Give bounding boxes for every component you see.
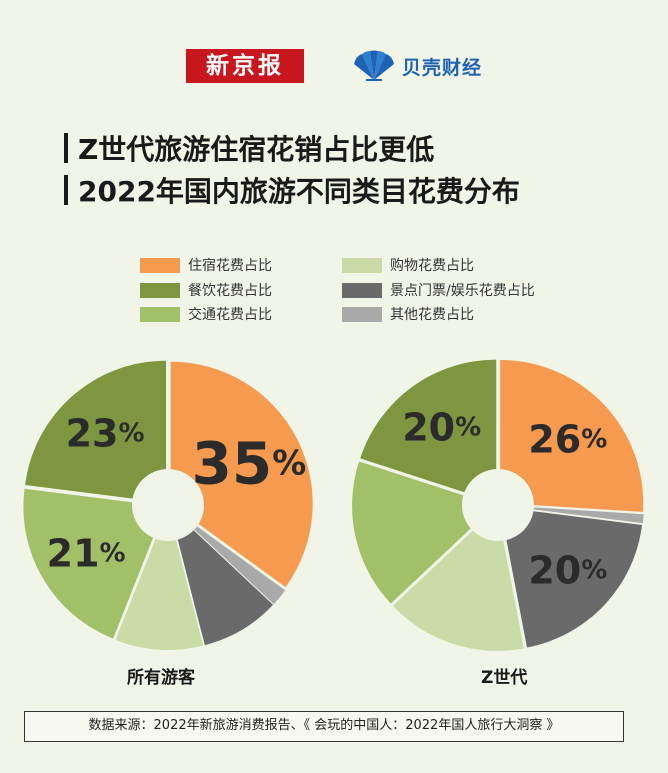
slice-label: 23%: [66, 412, 145, 456]
pie-caption-all: 所有游客: [127, 668, 195, 688]
legend-label: 景点门票/娱乐花费占比: [390, 283, 535, 299]
xinjingbao-logo-text: 新京报: [206, 52, 284, 79]
pie-slice: [169, 507, 274, 646]
page-title: Z世代旅游住宿花销占比更低: [64, 128, 434, 168]
legend-swatch: [140, 257, 180, 273]
legend-item-lodging: 住宿花费占比: [140, 256, 272, 274]
pie-hole: [132, 469, 204, 541]
legend-swatch: [342, 282, 382, 298]
title-bar: [64, 133, 68, 163]
legend-label: 购物花费占比: [390, 258, 474, 274]
slice-label: 35%: [192, 430, 307, 498]
pie-slice: [170, 361, 313, 588]
data-source: 数据来源：2022年新旅游消费报告、《 会玩的中国人：2022年国人旅行大洞察 …: [24, 711, 624, 742]
slice-label: 20%: [402, 405, 481, 449]
legend-item-transport: 交通花费占比: [140, 305, 272, 323]
title-bar: [64, 175, 68, 205]
pie-slice: [360, 359, 497, 503]
legend-swatch: [342, 306, 382, 322]
legend-item-other: 其他花费占比: [342, 305, 474, 323]
slice-label: 21%: [47, 531, 126, 575]
legend-label: 住宿花费占比: [188, 258, 272, 274]
legend-item-attractions: 景点门票/娱乐花费占比: [342, 281, 535, 299]
pie-slice: [115, 507, 204, 650]
pie-slice: [500, 505, 644, 524]
page-subtitle: 2022年国内旅游不同类目花费分布: [64, 170, 520, 210]
beike-logo-text: 贝壳财经: [402, 56, 483, 79]
pie-hole: [462, 469, 534, 541]
pie-slice: [392, 507, 524, 651]
title-line-2: 2022年国内旅游不同类目花费分布: [78, 175, 520, 208]
legend-label: 交通花费占比: [188, 307, 272, 323]
pie-chart: 35% 21% 23%: [23, 360, 313, 650]
pie-caption-genz: Z世代: [481, 668, 528, 688]
pie-slice: [500, 359, 644, 512]
pie-slice: [170, 506, 286, 605]
slice-label: 20%: [528, 549, 607, 593]
pie-slice: [500, 507, 643, 648]
pie-slice: [25, 360, 167, 503]
legend-label: 其他花费占比: [390, 307, 474, 323]
shell-icon: [354, 50, 394, 81]
legend-item-dining: 餐饮花费占比: [140, 281, 272, 299]
pie-slice: [352, 461, 496, 604]
pie-chart: 26% 20% 20%: [352, 359, 644, 651]
slice-label: 26%: [528, 417, 607, 461]
xinjingbao-logo: 新京报: [186, 49, 304, 83]
pie-slice: [23, 488, 166, 639]
legend-swatch: [342, 257, 382, 273]
legend-swatch: [140, 306, 180, 322]
legend-label: 餐饮花费占比: [188, 283, 272, 299]
legend-swatch: [140, 282, 180, 298]
legend-item-shopping: 购物花费占比: [342, 256, 474, 274]
title-line-1: Z世代旅游住宿花销占比更低: [78, 133, 435, 166]
beike-logo: 贝壳财经: [352, 48, 482, 84]
